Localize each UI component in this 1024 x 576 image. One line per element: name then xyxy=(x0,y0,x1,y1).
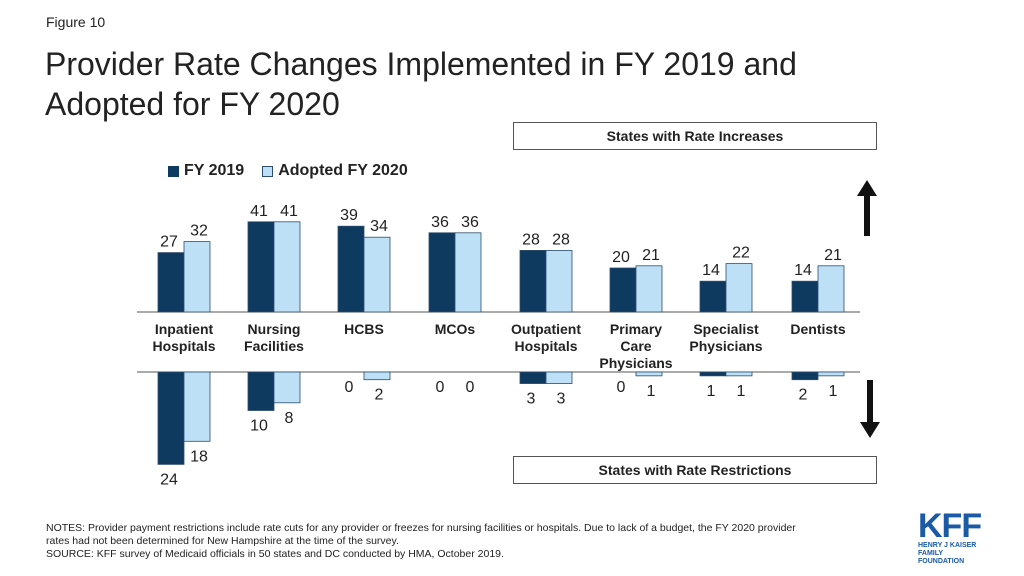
bar-restriction-fy2020 xyxy=(183,371,211,442)
bar-increase-fy2020 xyxy=(635,265,663,313)
logo-mark: KFF xyxy=(918,507,982,545)
data-label-restriction-fy2020: 1 xyxy=(647,383,656,400)
legend-item-fy2019: FY 2019 xyxy=(168,162,244,180)
bar-increase-fy2020 xyxy=(273,221,301,313)
legend-item-fy2020: Adopted FY 2020 xyxy=(262,162,408,180)
data-label-increase-fy2019: 39 xyxy=(340,207,358,224)
rate-increases-box: States with Rate Increases xyxy=(513,122,877,150)
data-label-increase-fy2020: 28 xyxy=(552,231,570,248)
data-label-increase-fy2019: 14 xyxy=(702,262,720,279)
data-label-restriction-fy2019: 1 xyxy=(707,383,716,400)
bar-increase-fy2019 xyxy=(337,225,365,313)
bar-increase-fy2020 xyxy=(363,236,391,313)
category-label: Dentists xyxy=(790,321,845,337)
notes-line-1: NOTES: Provider payment restrictions inc… xyxy=(46,522,796,534)
data-label-restriction-fy2019: 2 xyxy=(799,387,808,404)
legend-label-fy2020: Adopted FY 2020 xyxy=(278,162,408,179)
data-label-increase-fy2020: 32 xyxy=(190,223,208,240)
bar-increase-fy2019 xyxy=(699,280,727,313)
data-label-restriction-fy2020: 1 xyxy=(737,383,746,400)
page-title: Provider Rate Changes Implemented in FY … xyxy=(45,46,797,122)
category-label: Care xyxy=(620,338,651,354)
bar-increase-fy2020 xyxy=(545,249,573,313)
data-label-increase-fy2019: 20 xyxy=(612,249,630,266)
data-label-increase-fy2019: 36 xyxy=(431,214,449,231)
bar-restriction-fy2019 xyxy=(247,371,275,411)
legend-swatch-fy2019 xyxy=(168,165,179,177)
category-label: Hospitals xyxy=(152,338,215,354)
logo-sub-1: HENRY J KAISER xyxy=(918,542,977,549)
kff-logo: KFF HENRY J KAISER FAMILY FOUNDATION xyxy=(918,507,990,566)
category-label: Outpatient xyxy=(511,321,581,337)
data-label-restriction-fy2020: 2 xyxy=(375,387,384,404)
source-line: SOURCE: KFF survey of Medicaid officials… xyxy=(46,548,504,560)
rate-restrictions-box: States with Rate Restrictions xyxy=(513,456,877,484)
data-label-restriction-fy2020: 18 xyxy=(190,448,208,465)
bar-increase-fy2019 xyxy=(791,280,819,313)
data-label-increase-fy2020: 22 xyxy=(732,245,750,262)
category-label: MCOs xyxy=(435,321,476,337)
bar-increase-fy2019 xyxy=(609,267,637,313)
data-label-increase-fy2020: 21 xyxy=(824,247,842,264)
data-label-increase-fy2019: 41 xyxy=(250,203,268,220)
notes-line-2: rates had not been determined for New Ha… xyxy=(46,535,399,547)
bar-restriction-fy2020 xyxy=(363,371,391,381)
legend-swatch-fy2020 xyxy=(262,165,274,177)
category-label: HCBS xyxy=(344,321,384,337)
category-label: Hospitals xyxy=(514,338,577,354)
data-label-restriction-fy2019: 24 xyxy=(160,471,178,488)
bar-restriction-fy2019 xyxy=(699,371,727,377)
category-label: Inpatient xyxy=(155,321,214,337)
bar-restriction-fy2020 xyxy=(635,371,663,377)
bar-restriction-fy2019 xyxy=(791,371,819,381)
bar-restriction-fy2019 xyxy=(157,371,185,465)
category-label: Physicians xyxy=(599,355,672,371)
bar-increase-fy2019 xyxy=(247,221,275,313)
category-label: Nursing xyxy=(248,321,301,337)
category-label: Specialist xyxy=(693,321,759,337)
data-label-increase-fy2019: 14 xyxy=(794,262,812,279)
data-label-restriction-fy2020: 3 xyxy=(557,391,566,408)
data-label-increase-fy2020: 34 xyxy=(370,218,388,235)
bar-restriction-fy2020 xyxy=(545,371,573,384)
figure-label: Figure 10 xyxy=(46,14,106,30)
chart-legend: FY 2019 Adopted FY 2020 xyxy=(168,162,426,180)
data-label-restriction-fy2019: 0 xyxy=(617,379,626,396)
arrow-down-icon xyxy=(860,380,880,438)
data-label-restriction-fy2019: 0 xyxy=(345,379,354,396)
data-label-increase-fy2019: 27 xyxy=(160,234,178,251)
bar-restriction-fy2019 xyxy=(519,371,547,384)
bar-restriction-fy2020 xyxy=(817,371,845,377)
data-label-increase-fy2019: 28 xyxy=(522,231,540,248)
category-label: Facilities xyxy=(244,338,304,354)
data-label-restriction-fy2020: 1 xyxy=(829,383,838,400)
category-label: Primary xyxy=(610,321,662,337)
data-label-restriction-fy2020: 0 xyxy=(466,379,475,396)
data-label-increase-fy2020: 36 xyxy=(461,214,479,231)
bar-increase-fy2019 xyxy=(428,232,456,313)
logo-sub-2: FAMILY FOUNDATION xyxy=(918,550,965,565)
bar-increase-fy2020 xyxy=(454,232,482,313)
bar-restriction-fy2020 xyxy=(725,371,753,377)
data-label-increase-fy2020: 21 xyxy=(642,247,660,264)
data-label-restriction-fy2020: 8 xyxy=(285,410,294,427)
data-label-increase-fy2020: 41 xyxy=(280,203,298,220)
bar-increase-fy2020 xyxy=(183,241,211,313)
bar-increase-fy2019 xyxy=(157,252,185,313)
arrow-up-icon xyxy=(857,180,877,236)
data-label-restriction-fy2019: 10 xyxy=(250,418,268,435)
bar-increase-fy2020 xyxy=(725,263,753,313)
data-label-restriction-fy2019: 3 xyxy=(527,391,536,408)
legend-label-fy2019: FY 2019 xyxy=(184,162,245,179)
bar-increase-fy2019 xyxy=(519,249,547,313)
bar-restriction-fy2020 xyxy=(273,371,301,404)
data-label-restriction-fy2019: 0 xyxy=(436,379,445,396)
bar-increase-fy2020 xyxy=(817,265,845,313)
notes: NOTES: Provider payment restrictions inc… xyxy=(46,522,906,561)
category-label: Physicians xyxy=(689,338,762,354)
